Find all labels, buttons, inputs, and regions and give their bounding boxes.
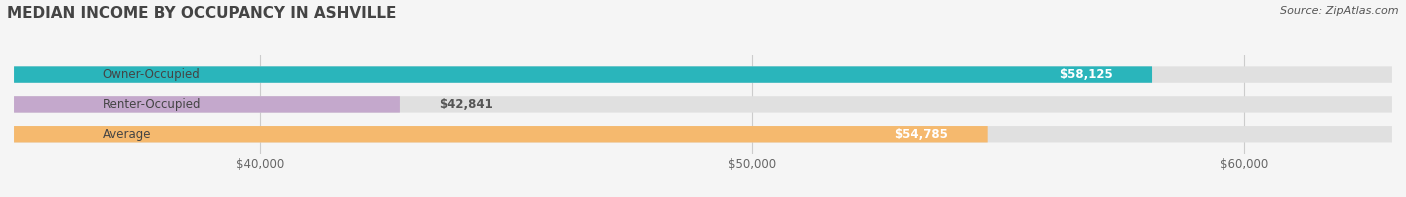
FancyBboxPatch shape — [14, 96, 1392, 113]
Text: Owner-Occupied: Owner-Occupied — [103, 68, 201, 81]
Text: $42,841: $42,841 — [439, 98, 494, 111]
Text: Renter-Occupied: Renter-Occupied — [103, 98, 201, 111]
FancyBboxPatch shape — [14, 96, 399, 113]
Text: Average: Average — [103, 128, 150, 141]
FancyBboxPatch shape — [14, 126, 1392, 142]
Text: MEDIAN INCOME BY OCCUPANCY IN ASHVILLE: MEDIAN INCOME BY OCCUPANCY IN ASHVILLE — [7, 6, 396, 21]
FancyBboxPatch shape — [14, 66, 1392, 83]
Text: Source: ZipAtlas.com: Source: ZipAtlas.com — [1281, 6, 1399, 16]
Text: $54,785: $54,785 — [894, 128, 948, 141]
FancyBboxPatch shape — [14, 126, 987, 142]
FancyBboxPatch shape — [14, 66, 1152, 83]
Text: $58,125: $58,125 — [1059, 68, 1112, 81]
